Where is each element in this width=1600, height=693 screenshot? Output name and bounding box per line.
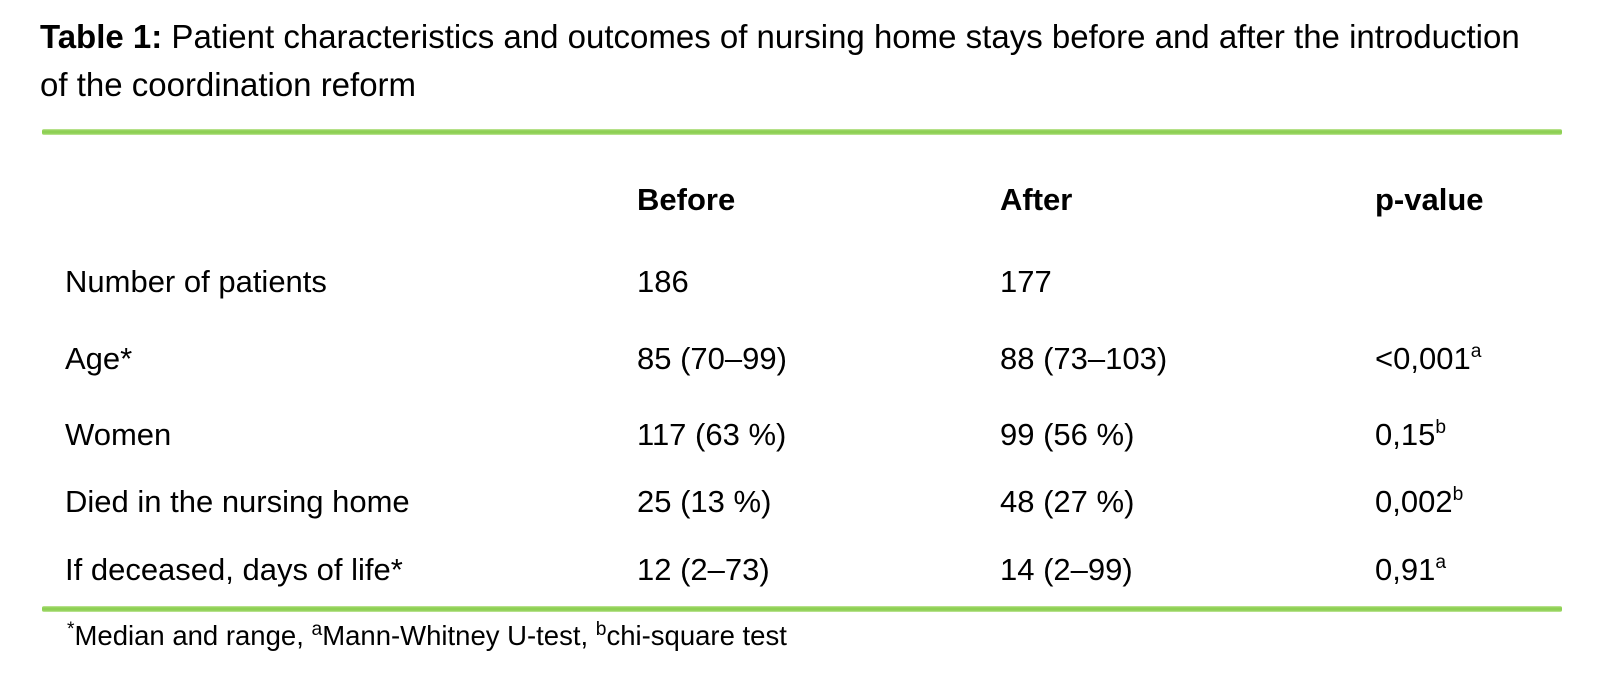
p-value-superscript: b: [1452, 484, 1464, 506]
bottom-divider-line: [42, 606, 1562, 612]
footnote-b-superscript: b: [595, 619, 607, 641]
cell-before: 186: [637, 264, 689, 299]
cell-p-value: 0,002b: [1375, 483, 1463, 520]
footnote-asterisk-superscript: *: [67, 619, 75, 641]
table-caption-number: Table 1:: [40, 18, 163, 55]
cell-before: 12 (2–73): [637, 552, 770, 587]
top-divider-line: [42, 129, 1562, 135]
footnote-text: Mann-Whitney U-test,: [322, 620, 596, 651]
row-label: Women: [65, 417, 172, 452]
footnote-text: Median and range,: [74, 620, 312, 651]
p-value-superscript: a: [1470, 341, 1482, 363]
cell-before: 117 (63 %): [637, 417, 787, 452]
cell-after: 88 (73–103): [1000, 341, 1168, 376]
row-label: Number of patients: [65, 264, 327, 299]
cell-p-value: <0,001a: [1375, 340, 1481, 377]
p-value-text: 0,002: [1375, 484, 1453, 519]
row-label: Died in the nursing home: [65, 484, 410, 519]
table-caption-text: Patient characteristics and outcomes of …: [40, 18, 1520, 103]
row-label: Age*: [65, 341, 133, 376]
p-value-text: 0,91: [1375, 552, 1436, 587]
cell-p-value: 0,15b: [1375, 416, 1446, 453]
cell-after: 14 (2–99): [1000, 552, 1133, 587]
column-header-p-value: p-value: [1375, 182, 1484, 217]
footnote-text: chi-square test: [606, 620, 787, 651]
cell-after: 99 (56 %): [1000, 417, 1135, 452]
cell-before: 25 (13 %): [637, 484, 772, 519]
footnote-a-superscript: a: [311, 619, 323, 641]
p-value-text: 0,15: [1375, 417, 1436, 452]
row-label: If deceased, days of life*: [65, 552, 403, 587]
p-value-text: <0,001: [1375, 341, 1471, 376]
cell-before: 85 (70–99): [637, 341, 787, 376]
p-value-superscript: a: [1435, 552, 1447, 574]
table-footnote: *Median and range, aMann-Whitney U-test,…: [67, 615, 787, 657]
column-header-after: After: [1000, 182, 1073, 217]
table-caption: Table 1: Patient characteristics and out…: [40, 13, 1532, 109]
cell-after: 48 (27 %): [1000, 484, 1135, 519]
p-value-superscript: b: [1435, 417, 1447, 439]
cell-after: 177: [1000, 264, 1052, 299]
cell-p-value: 0,91a: [1375, 551, 1446, 588]
column-header-before: Before: [637, 182, 736, 217]
